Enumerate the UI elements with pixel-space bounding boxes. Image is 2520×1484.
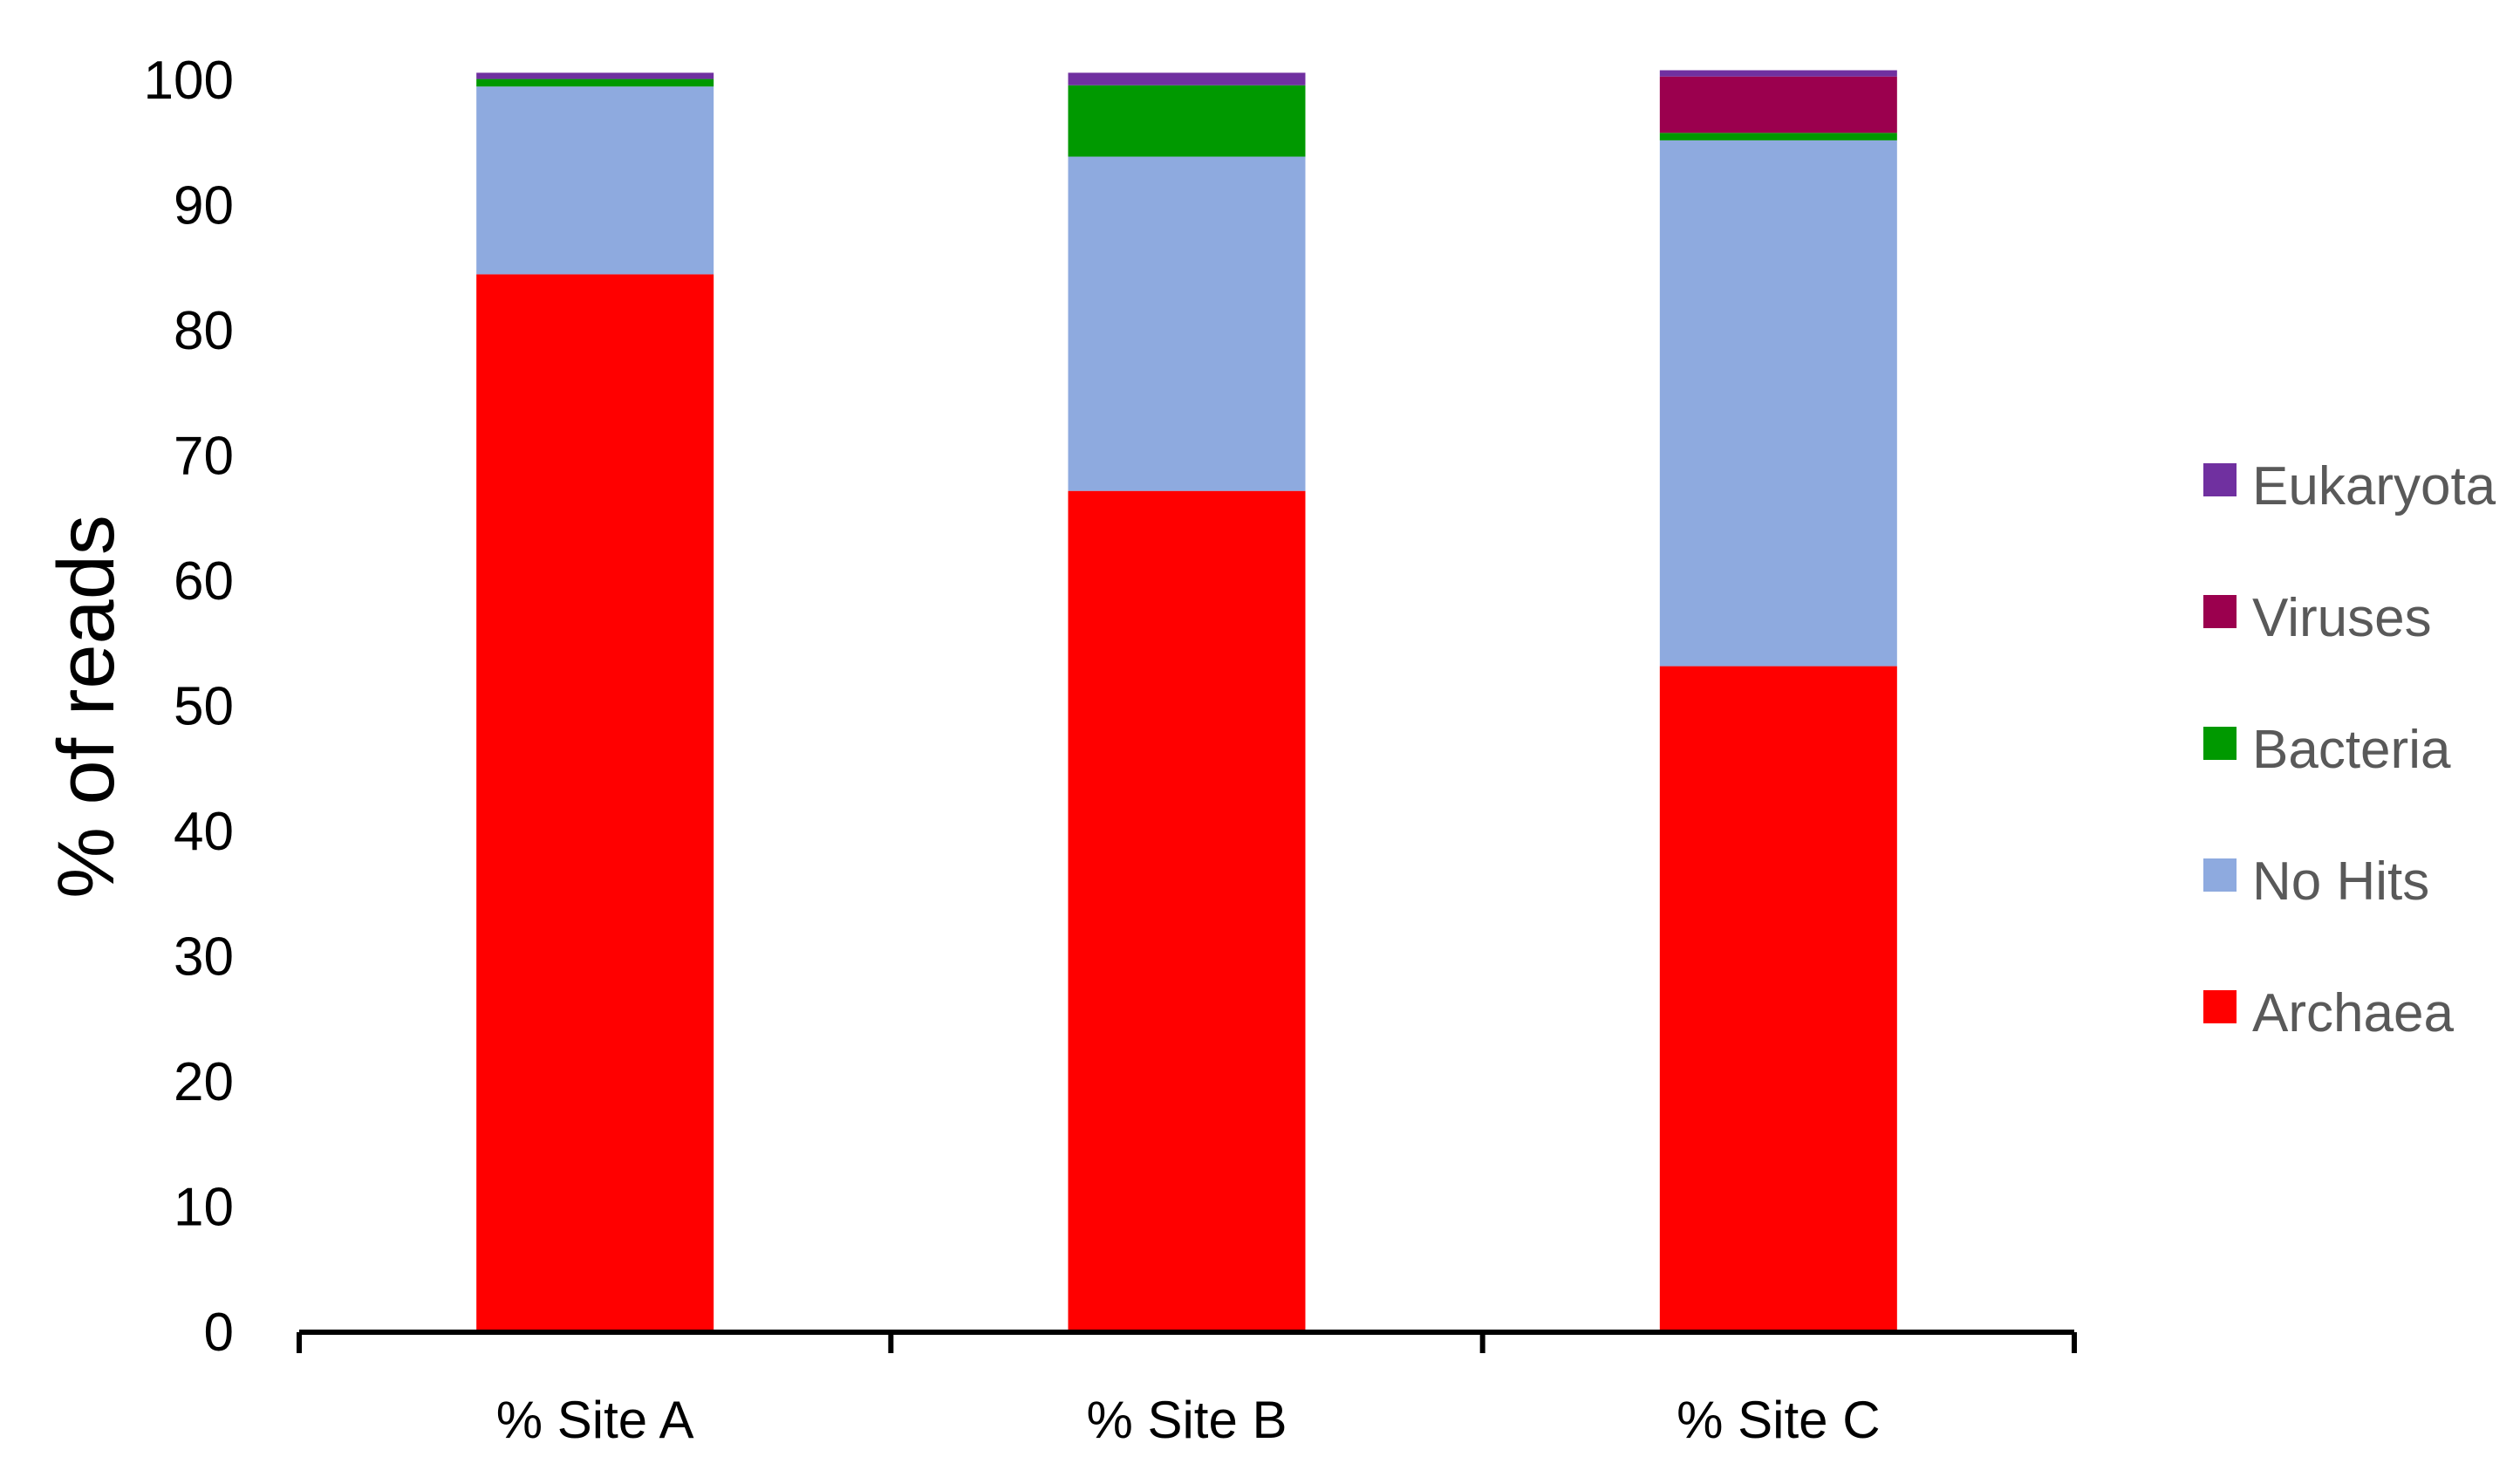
legend-swatch-bacteria: [2203, 727, 2237, 760]
bar-site-a-archaea: [476, 274, 714, 1332]
legend-label-viruses: Viruses: [2252, 588, 2432, 648]
plot-area: [476, 70, 1897, 1332]
y-tick-label: 50: [174, 677, 234, 737]
y-tick-label: 70: [174, 427, 234, 487]
y-tick-label: 90: [174, 176, 234, 236]
x-tick-label: % Site A: [496, 1391, 694, 1449]
x-tick-label: % Site B: [1086, 1391, 1287, 1449]
bar-site-a-eukaryota: [476, 72, 714, 79]
legend-swatch-no-hits: [2203, 858, 2237, 892]
bar-site-c-bacteria: [1659, 133, 1897, 140]
legend-swatch-archaea: [2203, 990, 2237, 1023]
bar-site-b-no-hits: [1068, 156, 1306, 491]
legend-label-eukaryota: Eukaryota: [2252, 456, 2496, 516]
y-tick-label: 0: [204, 1303, 234, 1363]
legend-label-no-hits: No Hits: [2252, 851, 2429, 912]
bar-site-b-bacteria: [1068, 85, 1306, 157]
bar-site-c-eukaryota: [1659, 70, 1897, 77]
y-tick-label: 60: [174, 551, 234, 612]
bar-site-a-no-hits: [476, 86, 714, 275]
y-tick-label: 10: [174, 1178, 234, 1238]
y-tick-label: 100: [144, 51, 234, 111]
bar-site-b-eukaryota: [1068, 72, 1306, 85]
bar-site-c-no-hits: [1659, 140, 1897, 667]
bar-site-b-archaea: [1068, 490, 1306, 1332]
y-tick-label: 20: [174, 1052, 234, 1112]
x-tick-label: % Site C: [1677, 1391, 1880, 1449]
bar-site-c-archaea: [1659, 666, 1897, 1332]
legend-label-archaea: Archaea: [2252, 983, 2454, 1043]
bar-site-a-bacteria: [476, 79, 714, 87]
y-axis-title: % of reads: [42, 515, 131, 899]
y-tick-label: 80: [174, 301, 234, 361]
y-axis: 0 10 20 30 40 50 60 70 80 90 100: [144, 51, 234, 1363]
y-tick-label: 40: [174, 802, 234, 862]
x-axis: % Site A % Site B % Site C: [297, 1330, 2077, 1449]
legend-label-bacteria: Bacteria: [2252, 720, 2451, 780]
bar-site-c-viruses: [1659, 76, 1897, 133]
legend: Eukaryota Viruses Bacteria No Hits Archaea: [2203, 456, 2496, 1043]
legend-swatch-eukaryota: [2203, 463, 2237, 496]
y-tick-label: 30: [174, 927, 234, 988]
legend-swatch-viruses: [2203, 595, 2237, 628]
